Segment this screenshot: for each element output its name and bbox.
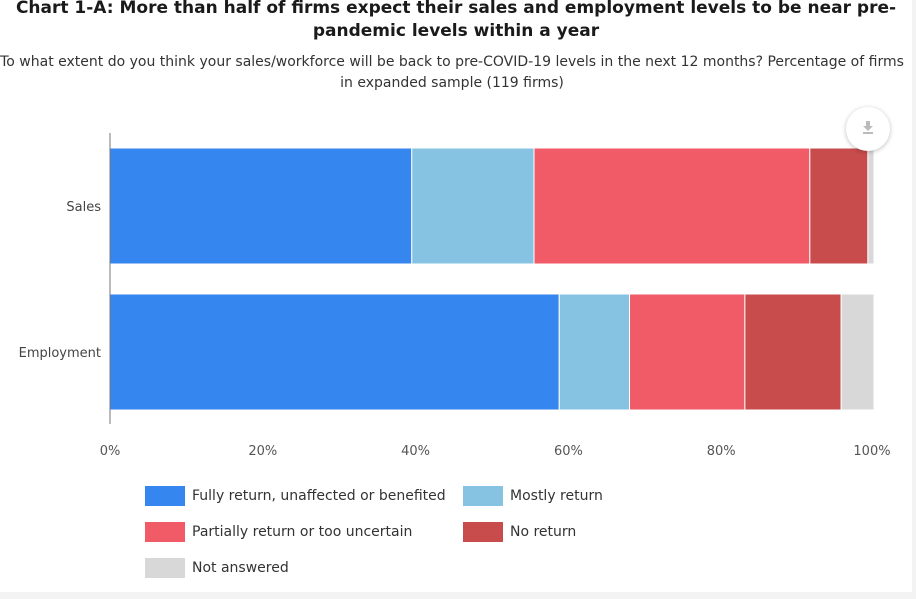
chart-subtitle: To what extent do you think your sales/w… xyxy=(0,54,904,91)
legend-label: No return xyxy=(510,524,577,540)
bar-segment xyxy=(558,293,631,411)
legend-item[interactable]: Partially return or too uncertain xyxy=(145,521,412,543)
x-tick-label: 0% xyxy=(100,444,121,459)
legend-swatch xyxy=(145,486,185,506)
bar-segment xyxy=(109,147,413,265)
category-label: Employment xyxy=(19,346,101,361)
legend-item[interactable]: No return xyxy=(463,521,576,543)
x-tick-label: 100% xyxy=(853,444,890,459)
bar-segment xyxy=(629,293,746,411)
bar-segment xyxy=(867,147,875,265)
legend-swatch xyxy=(463,486,503,506)
legend-item[interactable]: Not answered xyxy=(145,557,289,579)
bar-segment xyxy=(109,293,560,411)
bar-segment xyxy=(533,147,811,265)
legend-swatch xyxy=(463,522,503,542)
bar-segment xyxy=(744,293,842,411)
x-tick-label: 60% xyxy=(554,444,583,459)
x-tick-label: 40% xyxy=(401,444,430,459)
category-label: Sales xyxy=(66,200,101,215)
legend-swatch xyxy=(145,558,185,578)
legend-label: Partially return or too uncertain xyxy=(192,524,413,540)
download-icon xyxy=(860,119,876,139)
legend-label: Mostly return xyxy=(510,488,603,504)
chart-title: Chart 1-A: More than half of firms expec… xyxy=(15,0,897,41)
download-button[interactable] xyxy=(846,107,890,151)
bar-segment xyxy=(809,147,869,265)
legend-item[interactable]: Fully return, unaffected or benefited xyxy=(145,485,446,507)
bar-segment xyxy=(840,293,875,411)
x-tick-label: 20% xyxy=(248,444,277,459)
legend-item[interactable]: Mostly return xyxy=(463,485,603,507)
legend-label: Fully return, unaffected or benefited xyxy=(192,488,446,504)
legend-label: Not answered xyxy=(192,560,289,576)
x-tick-label: 80% xyxy=(707,444,736,459)
bar-segment xyxy=(411,147,535,265)
legend-swatch xyxy=(145,522,185,542)
